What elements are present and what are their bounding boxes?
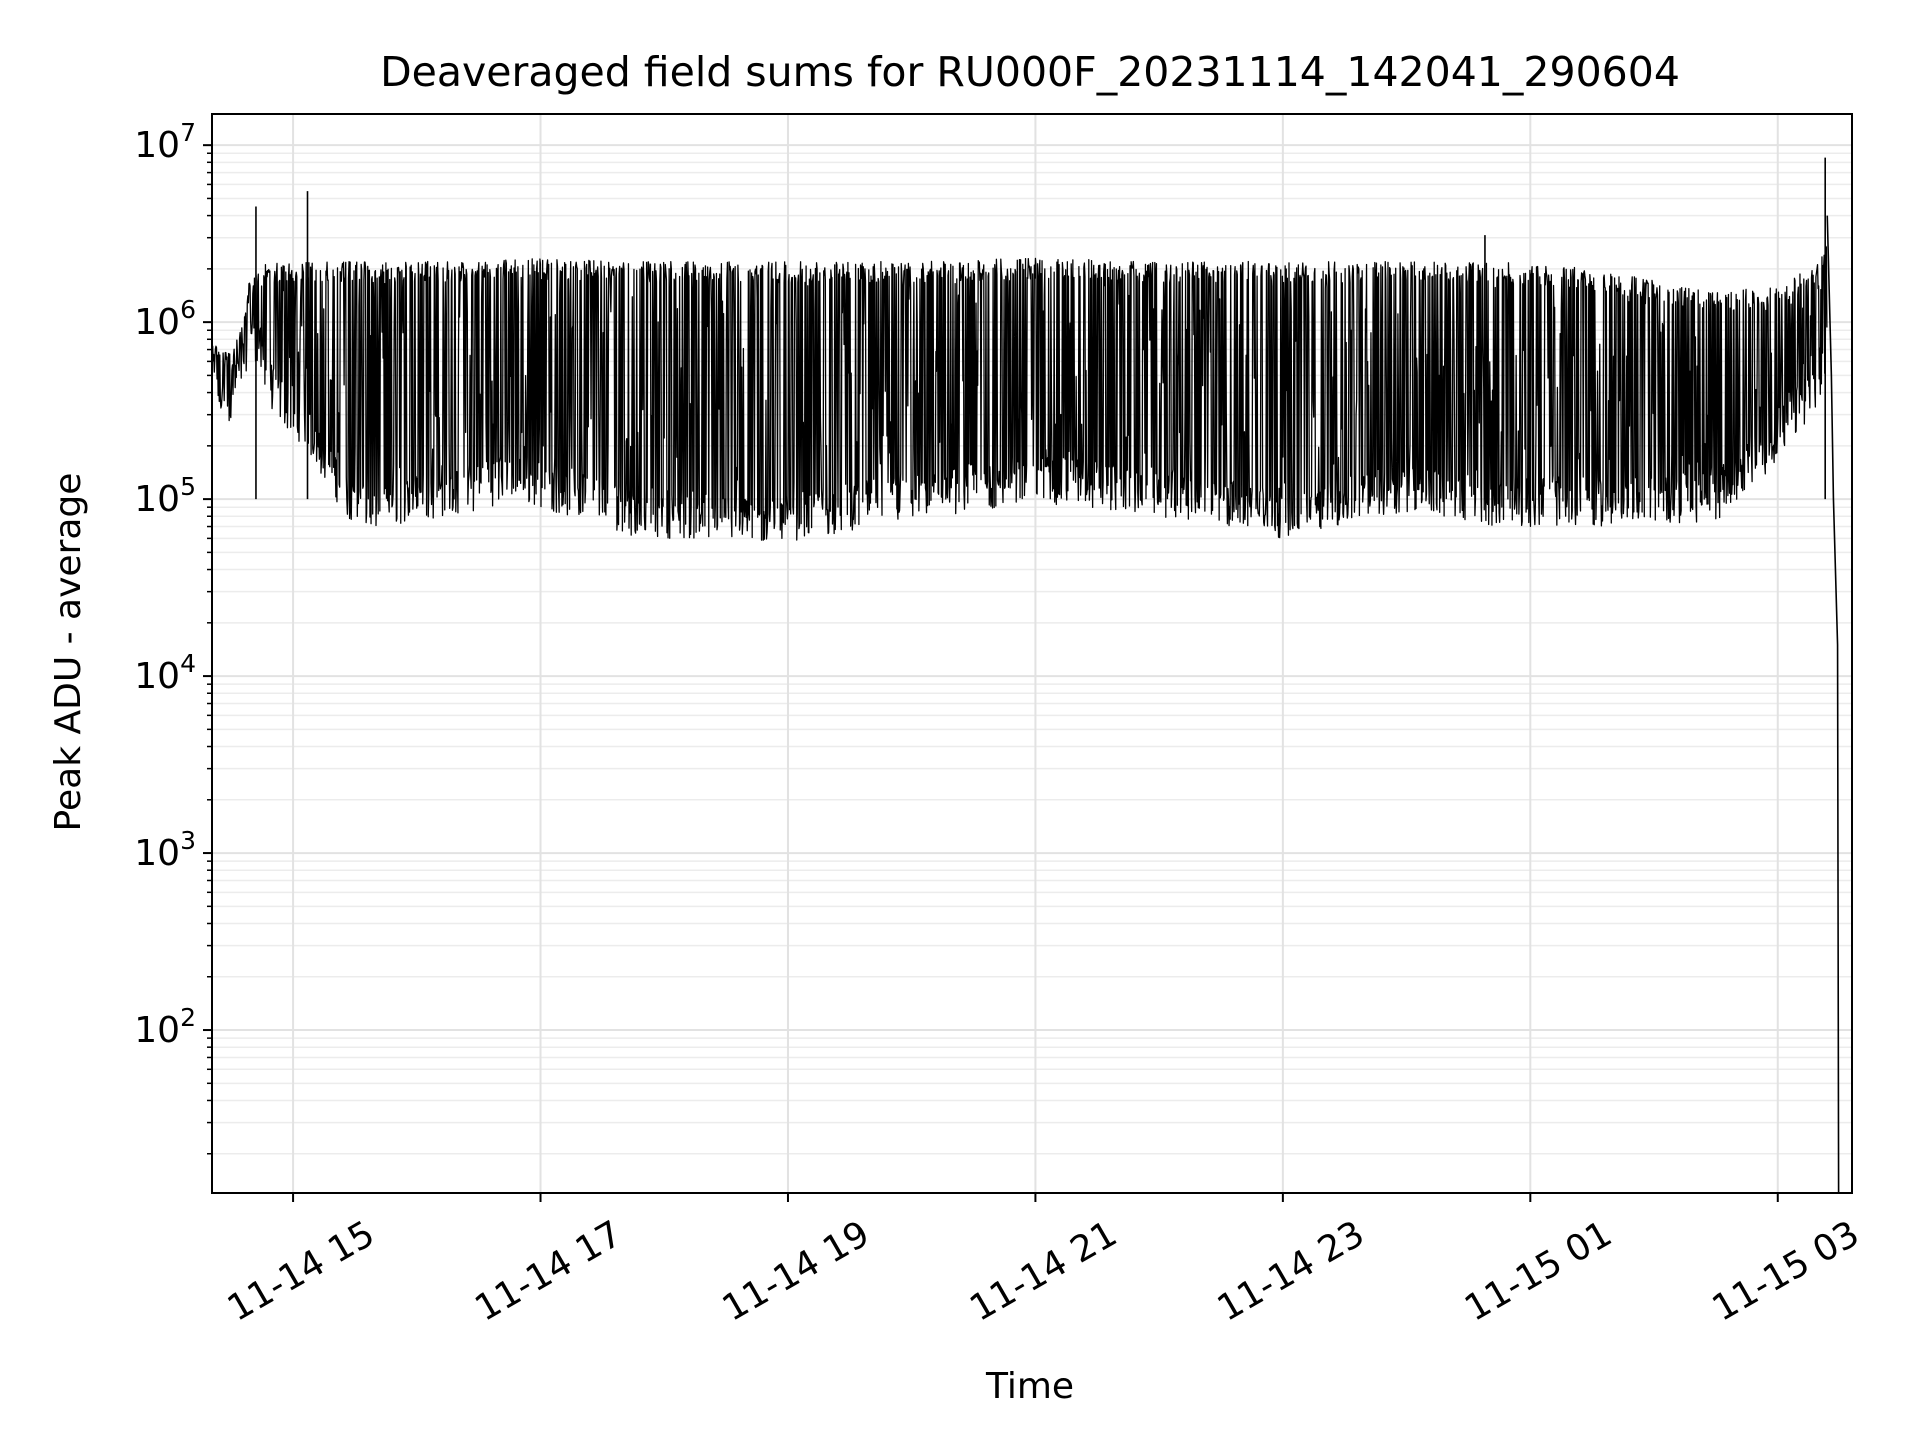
series-tail (1826, 215, 1840, 1194)
series-line (212, 245, 1828, 541)
y-tick-label: 107 (134, 118, 196, 166)
y-tick-label: 105 (134, 472, 196, 520)
y-tick-label: 106 (134, 295, 196, 343)
y-tick-label: 103 (134, 826, 196, 874)
x-axis-label: Time (985, 1366, 1074, 1407)
data-series (212, 157, 1840, 1194)
y-axis-label: Peak ADU - average (48, 473, 89, 832)
chart-title: Deaveraged field sums for RU000F_2023111… (380, 48, 1680, 96)
y-tick-label: 102 (134, 1003, 196, 1051)
plot-frame (211, 113, 1853, 1194)
y-tick-label: 104 (134, 649, 196, 697)
